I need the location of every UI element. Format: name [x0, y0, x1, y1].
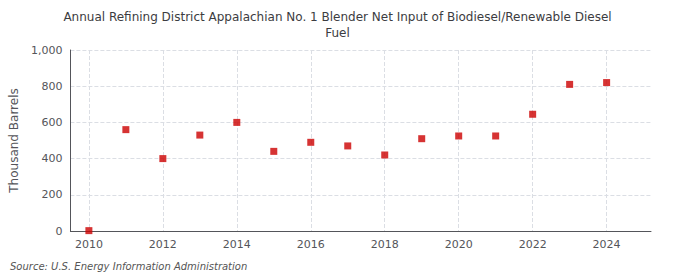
svg-text:2022: 2022 [519, 238, 547, 251]
svg-text:2024: 2024 [593, 238, 621, 251]
svg-text:2010: 2010 [75, 238, 103, 251]
svg-text:2016: 2016 [297, 238, 325, 251]
svg-text:Fuel: Fuel [325, 26, 350, 40]
svg-text:0: 0 [55, 225, 62, 238]
svg-text:800: 800 [41, 80, 62, 93]
svg-text:2014: 2014 [223, 238, 251, 251]
svg-text:600: 600 [41, 116, 62, 129]
svg-text:1,000: 1,000 [31, 44, 63, 57]
svg-text:Thousand Barrels: Thousand Barrels [7, 88, 21, 193]
svg-text:200: 200 [41, 188, 62, 201]
svg-text:400: 400 [41, 152, 62, 165]
svg-text:2020: 2020 [445, 238, 473, 251]
svg-text:2018: 2018 [371, 238, 399, 251]
svg-text:Annual Refining District Appal: Annual Refining District Appalachian No.… [63, 10, 611, 24]
svg-text:2012: 2012 [149, 238, 177, 251]
svg-text:Source: U.S. Energy Informatio: Source: U.S. Energy Information Administ… [10, 261, 247, 272]
